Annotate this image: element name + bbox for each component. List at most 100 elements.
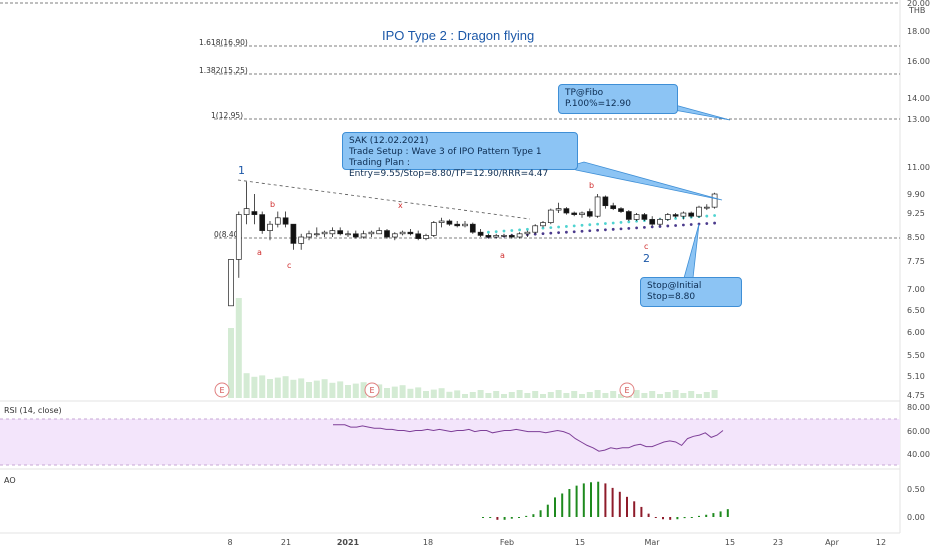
- candle-body: [462, 223, 468, 227]
- rsi-tick-80: 80.00: [907, 403, 930, 412]
- rsi-band: [0, 419, 900, 465]
- tp-callout[interactable]: TP@Fibo P.100%=12.90: [558, 84, 678, 114]
- event-marker-2[interactable]: E: [364, 382, 380, 398]
- candle-body: [454, 223, 461, 227]
- volume-bar: [547, 392, 554, 398]
- candle-body: [415, 233, 422, 239]
- price-tick-13: 13.00: [907, 115, 930, 124]
- support-dot: [650, 225, 654, 229]
- volume-bar: [571, 391, 578, 398]
- support-dot: [487, 230, 490, 234]
- volume-bar: [696, 394, 702, 398]
- volume-bar: [337, 381, 344, 398]
- volume-bar: [485, 393, 492, 398]
- price-tick-990: 9.90: [907, 190, 925, 199]
- candle-body: [368, 231, 375, 235]
- support-dot: [604, 222, 607, 225]
- volume-bar: [298, 378, 305, 398]
- volume-bar: [501, 394, 507, 398]
- fib-0-label: 0(8.40): [214, 230, 241, 239]
- price-tick-16: 16.00: [907, 57, 930, 66]
- svg-text:E: E: [219, 386, 224, 395]
- support-dot: [627, 220, 631, 224]
- volume-bar: [306, 382, 312, 398]
- volume-bar: [586, 392, 593, 398]
- support-dot: [494, 230, 498, 234]
- candle-body: [438, 220, 445, 223]
- volume-bar: [469, 392, 476, 398]
- event-marker-1[interactable]: E: [214, 382, 230, 398]
- volume-bar: [228, 328, 234, 398]
- candle-body: [407, 231, 414, 235]
- ao-bar: [510, 517, 513, 519]
- candle-body: [540, 222, 546, 227]
- support-dot: [682, 223, 685, 227]
- volume-bar: [563, 393, 570, 398]
- volume-bar: [462, 394, 468, 398]
- stop-callout[interactable]: Stop@Initial Stop=8.80: [640, 277, 742, 307]
- volume-bar: [321, 379, 328, 398]
- volume-bar: [532, 391, 539, 398]
- price-tick-850: 8.50: [907, 233, 925, 242]
- rsi-label: RSI (14, close): [4, 406, 62, 415]
- candle-body: [259, 214, 266, 231]
- price-tick-7: 7.00: [907, 285, 925, 294]
- volume-bar: [610, 391, 617, 398]
- price-tick-550: 5.50: [907, 351, 925, 360]
- ao-bar: [518, 517, 520, 518]
- volume-bar: [508, 392, 515, 398]
- fib-1382-label: 1.382(15.25): [199, 66, 248, 75]
- setup-callout-line-3: Trading Plan : Entry=9.55/Stop=8.80/TP=1…: [349, 158, 549, 179]
- candle-body: [446, 220, 453, 225]
- support-dot: [705, 222, 709, 225]
- candle-body: [618, 208, 624, 212]
- volume-bar: [313, 380, 320, 398]
- candle-body: [251, 211, 258, 215]
- rsi-tick-40: 40.00: [907, 450, 930, 459]
- price-tick-11: 11.00: [907, 163, 930, 172]
- time-tick-2021: 2021: [337, 538, 360, 547]
- time-tick-15a: 15: [575, 538, 585, 547]
- setup-callout-line-1: SAK (12.02.2021): [349, 136, 429, 146]
- price-tick-6: 6.00: [907, 328, 925, 337]
- currency-label: THB: [908, 6, 925, 15]
- support-dot: [541, 226, 545, 230]
- support-dot: [604, 228, 607, 232]
- candle-body: [235, 214, 242, 260]
- support-dot: [565, 225, 568, 228]
- ao-bar: [503, 517, 506, 520]
- time-tick-23: 23: [773, 538, 783, 547]
- wave-label-a1: a: [257, 248, 262, 257]
- candle-body: [282, 217, 289, 225]
- support-dot: [557, 225, 560, 229]
- volume-bar: [711, 390, 718, 398]
- wave-label-a2: a: [500, 251, 505, 260]
- rsi-line: [333, 424, 724, 452]
- ao-bar: [568, 489, 571, 517]
- candle-body: [360, 233, 367, 238]
- candle-body: [267, 223, 273, 231]
- candle-body: [337, 230, 344, 235]
- stop-callout-text: Stop@Initial Stop=8.80: [647, 281, 702, 302]
- ao-bar: [532, 514, 535, 517]
- volume-bar: [555, 390, 562, 398]
- volume-bar: [540, 394, 546, 398]
- candle-body: [376, 230, 383, 235]
- svg-text:E: E: [624, 386, 629, 395]
- candle-body: [313, 233, 320, 236]
- event-marker-3[interactable]: E: [619, 382, 635, 398]
- setup-callout[interactable]: SAK (12.02.2021) Trade Setup : Wave 3 of…: [342, 132, 578, 179]
- volume-bar: [688, 391, 695, 398]
- ao-bar: [669, 517, 672, 520]
- ao-bar: [539, 510, 542, 517]
- support-dot: [619, 221, 623, 224]
- support-dot: [572, 230, 576, 234]
- ao-bar: [554, 497, 556, 517]
- ao-bar: [690, 517, 693, 518]
- volume-bar: [649, 391, 656, 398]
- candle-body: [290, 223, 297, 244]
- ao-histogram: [482, 481, 729, 520]
- wave-label-c2: c: [644, 242, 648, 251]
- ao-bar: [496, 517, 499, 520]
